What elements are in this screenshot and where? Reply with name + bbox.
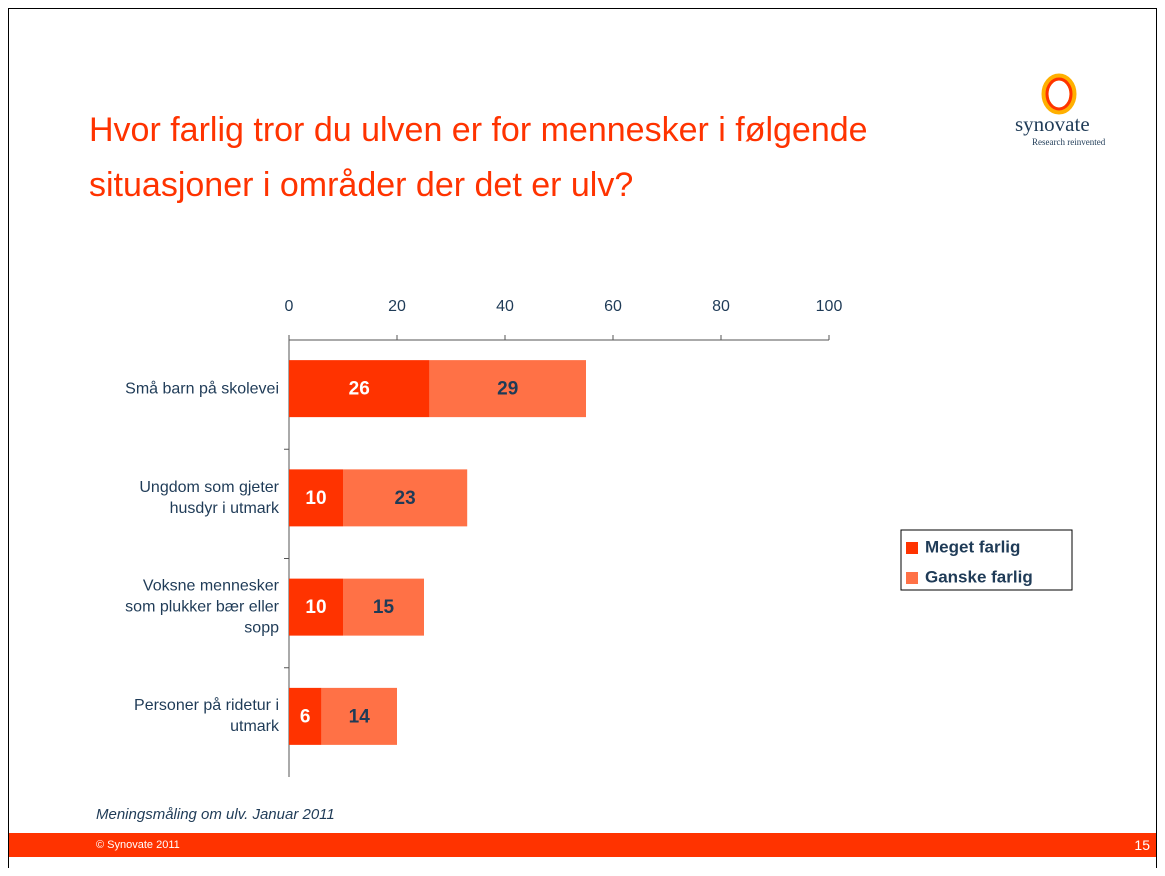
x-tick-label: 40 bbox=[496, 298, 514, 315]
logo-tagline: Research reinvented bbox=[1032, 137, 1106, 147]
x-tick-label: 100 bbox=[816, 298, 843, 315]
value-label: 14 bbox=[349, 706, 371, 727]
value-label: 10 bbox=[305, 488, 326, 509]
legend-swatch bbox=[906, 542, 918, 554]
x-tick-label: 80 bbox=[712, 298, 730, 315]
value-label: 15 bbox=[373, 597, 395, 618]
category-label: Ungdom som gjeter husdyr i utmark bbox=[139, 478, 279, 517]
legend-label: Ganske farlig bbox=[925, 567, 1033, 586]
legend-swatch bbox=[906, 572, 918, 584]
x-tick-label: 20 bbox=[388, 298, 406, 315]
value-label: 6 bbox=[300, 706, 311, 727]
bar bbox=[289, 578, 343, 636]
value-label: 10 bbox=[305, 597, 326, 618]
bar bbox=[429, 360, 586, 418]
x-tick-label: 60 bbox=[604, 298, 622, 315]
bar bbox=[289, 687, 322, 745]
legend-box bbox=[900, 529, 1073, 591]
footer-bar: © Synovate 2011 15 bbox=[9, 833, 1156, 857]
x-tick-label: 0 bbox=[285, 298, 294, 315]
copyright: © Synovate 2011 bbox=[96, 839, 180, 851]
logo-icon bbox=[1041, 73, 1077, 115]
logo-name: synovate bbox=[1015, 112, 1090, 136]
page-number: 15 bbox=[1134, 837, 1150, 853]
value-label: 29 bbox=[497, 379, 518, 400]
bar bbox=[289, 469, 343, 527]
category-label: Voksne mennesker som plukker bær eller s… bbox=[125, 577, 279, 637]
bar bbox=[343, 469, 468, 527]
category-label: Små barn på skolevei bbox=[125, 380, 279, 398]
bar bbox=[343, 578, 424, 636]
legend-label: Meget farlig bbox=[925, 537, 1020, 556]
value-label: 23 bbox=[395, 488, 416, 509]
slide: Hvor farlig tror du ulven er for mennesk… bbox=[8, 8, 1157, 868]
bar bbox=[289, 360, 430, 418]
title: situasjoner i områder der det er ulv? bbox=[89, 166, 634, 204]
bar bbox=[321, 687, 397, 745]
category-label: Personer på ridetur i utmark bbox=[134, 697, 279, 736]
value-label: 26 bbox=[349, 379, 370, 400]
footnote: Meningsmåling om ulv. Januar 2011 bbox=[96, 806, 335, 823]
title: Hvor farlig tror du ulven er for mennesk… bbox=[89, 111, 868, 149]
